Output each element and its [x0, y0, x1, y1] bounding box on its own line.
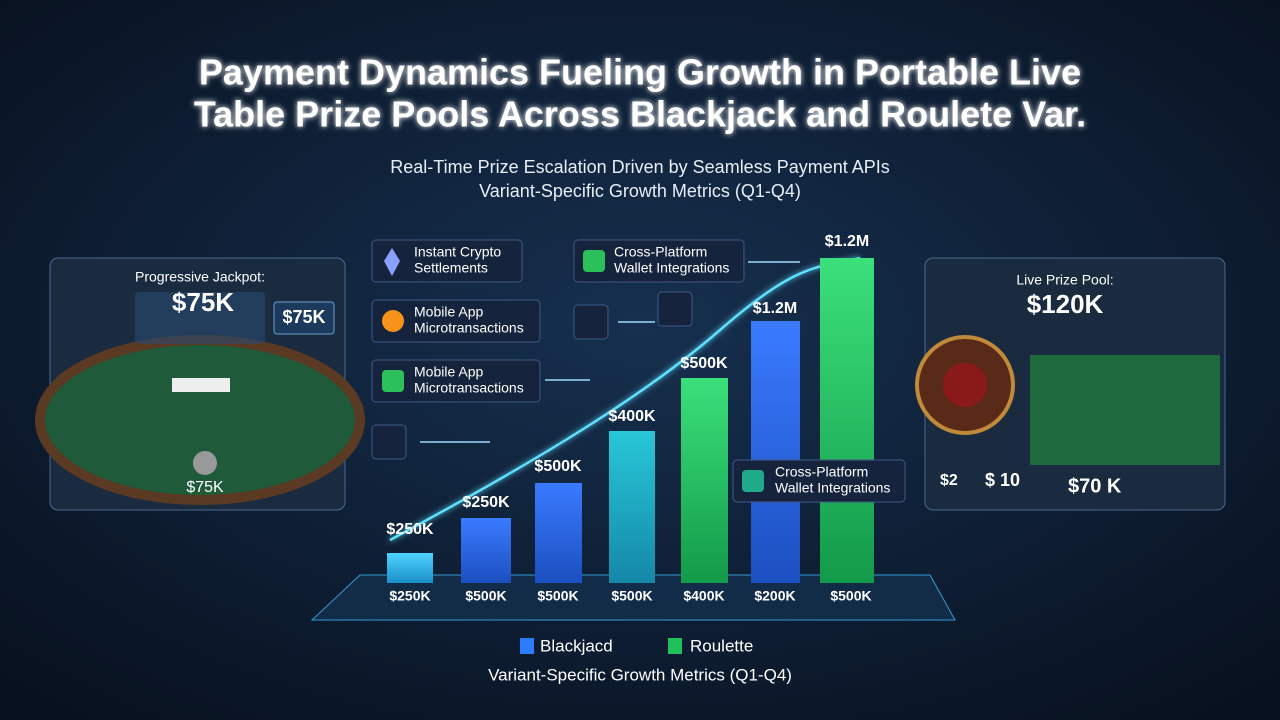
- bar-top-label: $1.2M: [825, 233, 869, 250]
- app-icon: [382, 370, 404, 392]
- roulette-felt: [1030, 355, 1220, 465]
- title-line: Table Prize Pools Across Blackjack and R…: [194, 94, 1086, 135]
- platform: [310, 574, 956, 621]
- bar: [751, 321, 800, 583]
- panel-heading: Live Prize Pool:: [1016, 272, 1113, 288]
- callout-line: Wallet Integrations: [775, 480, 890, 496]
- callout-line: Wallet Integrations: [614, 260, 729, 276]
- legend-swatch: [668, 638, 682, 654]
- callout-box: [371, 359, 541, 403]
- flow-value: $2: [940, 472, 958, 489]
- footer: Variant-Specific Growth Metrics (Q1-Q4): [488, 665, 792, 684]
- table-felt: [35, 335, 365, 505]
- roulette-center: [943, 363, 987, 407]
- callout-box: [371, 239, 523, 283]
- badge-box: [273, 301, 335, 335]
- subtitle-line: Real-Time Prize Escalation Driven by Sea…: [390, 157, 890, 177]
- subtitle-line: Variant-Specific Growth Metrics (Q1-Q4): [479, 181, 801, 201]
- callout-line: Cross-Platform: [775, 464, 868, 480]
- icon-box: [371, 424, 407, 460]
- bar-top-label: $400K: [608, 408, 656, 425]
- growth-curve: [389, 256, 861, 542]
- bar-top-label: $1.2M: [753, 300, 797, 317]
- callout-line: Instant Crypto: [414, 244, 501, 260]
- right-panel: Live Prize Pool: $120K $2 $ 10 $70 K: [915, 257, 1226, 511]
- callout-line: Mobile App: [414, 304, 483, 320]
- icon-box: [657, 291, 693, 327]
- panel-heading: Progressive Jackpot:: [135, 269, 265, 285]
- bar-top-label: $250K: [386, 521, 434, 538]
- callout-line: Cross-Platform: [614, 244, 707, 260]
- legend-label: Roulette: [690, 636, 753, 655]
- bar: [461, 518, 511, 583]
- title-line: Payment Dynamics Fueling Growth in Porta…: [199, 52, 1081, 93]
- callouts: Instant Crypto Settlements Mobile App Mi…: [371, 239, 906, 503]
- bar-top-label: $500K: [534, 458, 582, 475]
- badge: $75K: [282, 307, 325, 327]
- callout-line: Microtransactions: [414, 320, 524, 336]
- bar: [820, 258, 874, 583]
- wallet-icon: [742, 470, 764, 492]
- bar-bottom-label: $500K: [611, 588, 652, 604]
- panel-footer: $75K: [186, 479, 224, 496]
- bar-bottom-label: $500K: [465, 588, 506, 604]
- legend-swatch: [520, 638, 534, 654]
- flow-value: $70 K: [1068, 475, 1122, 497]
- icon-box: [573, 304, 609, 340]
- bars: [387, 258, 874, 583]
- chip: [193, 451, 217, 475]
- bar: [609, 431, 655, 583]
- bar-bottom-label: $400K: [683, 588, 724, 604]
- panel-amount: $75K: [172, 287, 234, 317]
- callout-box: [371, 299, 541, 343]
- panel-amount: $120K: [1027, 289, 1104, 319]
- left-panel: Progressive Jackpot: $75K $75K $75K: [35, 257, 365, 511]
- callout-line: Settlements: [414, 260, 488, 276]
- bar: [387, 553, 433, 583]
- flow-value: $ 10: [985, 470, 1020, 490]
- legend: Blackjacd Roulette: [520, 636, 753, 655]
- bar-bottom-label: $200K: [754, 588, 795, 604]
- crypto-icon: [384, 248, 400, 276]
- bar-bottom-label: $500K: [830, 588, 871, 604]
- callout-line: Microtransactions: [414, 380, 524, 396]
- callout-line: Mobile App: [414, 364, 483, 380]
- bar-bottom-label: $250K: [389, 588, 430, 604]
- bitcoin-icon: [382, 310, 404, 332]
- bar: [535, 483, 582, 583]
- bar-labels: $250K $250K $500K $400K $500K $1.2M $1.2…: [386, 233, 871, 603]
- bar-bottom-label: $500K: [537, 588, 578, 604]
- callout-box: [732, 459, 906, 503]
- bar: [681, 378, 728, 583]
- cards: [172, 378, 230, 392]
- legend-label: Blackjacd: [540, 636, 613, 655]
- connector-lines: [420, 261, 800, 443]
- jackpot-screen: [135, 292, 265, 344]
- bar-top-label: $250K: [462, 494, 510, 511]
- bar-top-label: $500K: [680, 355, 728, 372]
- callout-box: [573, 239, 745, 283]
- wallet-icon: [583, 250, 605, 272]
